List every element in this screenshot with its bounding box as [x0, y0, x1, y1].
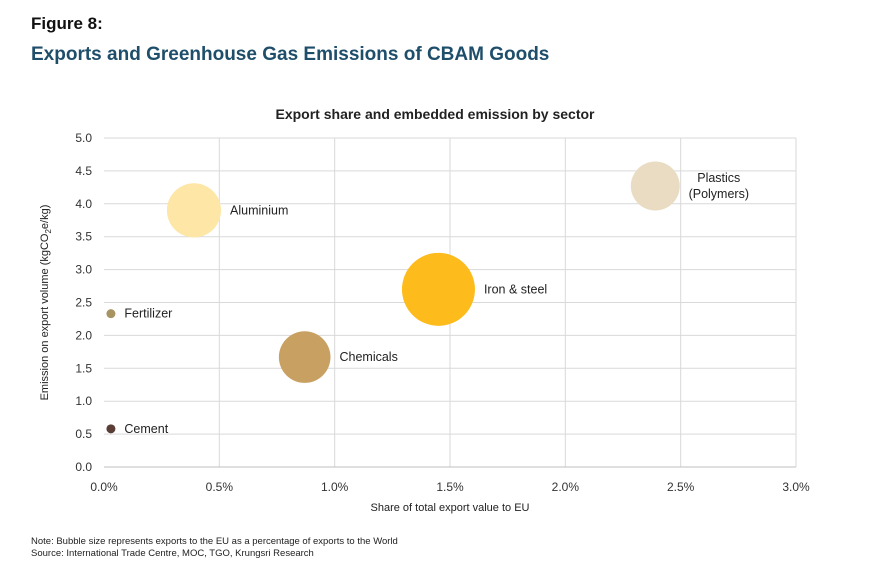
bubble-label-line: Chemicals	[339, 350, 397, 364]
y-tick-label: 0.0	[75, 460, 92, 474]
bubble-label-line: Aluminium	[230, 203, 288, 217]
figure-title: Exports and Greenhouse Gas Emissions of …	[31, 44, 550, 65]
x-tick-label: 3.0%	[782, 480, 810, 494]
y-tick-label: 4.5	[75, 164, 92, 178]
chart-title: Export share and embedded emission by se…	[275, 106, 595, 122]
bubble-chemicals	[278, 331, 331, 383]
x-tick-label: 2.0%	[552, 480, 580, 494]
x-tick-label: 2.5%	[667, 480, 695, 494]
y-axis-title-subscript: 2	[44, 229, 53, 234]
bubble-label: Cement	[124, 422, 168, 436]
y-tick-label: 2.5	[75, 296, 92, 310]
y-tick-label: 0.5	[75, 427, 92, 441]
figure-label: Figure 8:	[31, 14, 103, 33]
source-text: Source: International Trade Centre, MOC,…	[31, 548, 314, 559]
bubble-label-line: Cement	[124, 422, 168, 436]
axes: 0.0 0.5 1.0 1.5 2.0 2.5 3.0 3.5 4.0 4.5 5.0 0.0% 0.5…	[39, 131, 810, 514]
bubble-plastics	[630, 161, 680, 211]
bubble-iron-steel	[401, 252, 475, 326]
bubble-labels: Aluminium Plastics (Polymers) Iron & steel F…	[124, 171, 749, 436]
bubble-label: Aluminium	[230, 203, 288, 217]
x-tick-label: 1.0%	[321, 480, 349, 494]
bubble-fertilizer	[106, 309, 116, 319]
bubble-label: Plastics (Polymers)	[689, 171, 749, 201]
bubble-aluminium	[166, 183, 222, 238]
bubble-label-line: Iron & steel	[484, 282, 547, 296]
bubble-label-line: (Polymers)	[689, 187, 749, 201]
x-tick-label: 0.5%	[206, 480, 234, 494]
y-tick-label: 1.5	[75, 361, 92, 375]
note-text: Note: Bubble size represents exports to …	[31, 536, 398, 547]
y-tick-label: 2.0	[75, 328, 92, 342]
y-axis-title: Emission on export volume (kgCO2e/kg)	[39, 205, 53, 401]
y-tick-label: 4.0	[75, 197, 92, 211]
y-tick-label: 3.0	[75, 263, 92, 277]
y-tick-label: 1.0	[75, 394, 92, 408]
y-axis-title-part: Emission on export volume (kgCO	[39, 233, 51, 400]
bubble-label: Iron & steel	[484, 282, 547, 296]
bubble-label: Chemicals	[339, 350, 397, 364]
y-tick-label: 5.0	[75, 131, 92, 145]
x-tick-label: 1.5%	[436, 480, 464, 494]
bubble-label: Fertilizer	[124, 307, 172, 321]
y-tick-label: 3.5	[75, 230, 92, 244]
x-tick-label: 0.0%	[90, 480, 118, 494]
bubbles	[106, 161, 680, 434]
bubble-label-line: Fertilizer	[124, 307, 172, 321]
bubble-cement	[106, 424, 116, 434]
x-axis-title: Share of total export value to EU	[371, 502, 530, 514]
y-axis-title-part: e/kg)	[39, 205, 51, 229]
bubble-label-line: Plastics	[697, 171, 740, 185]
